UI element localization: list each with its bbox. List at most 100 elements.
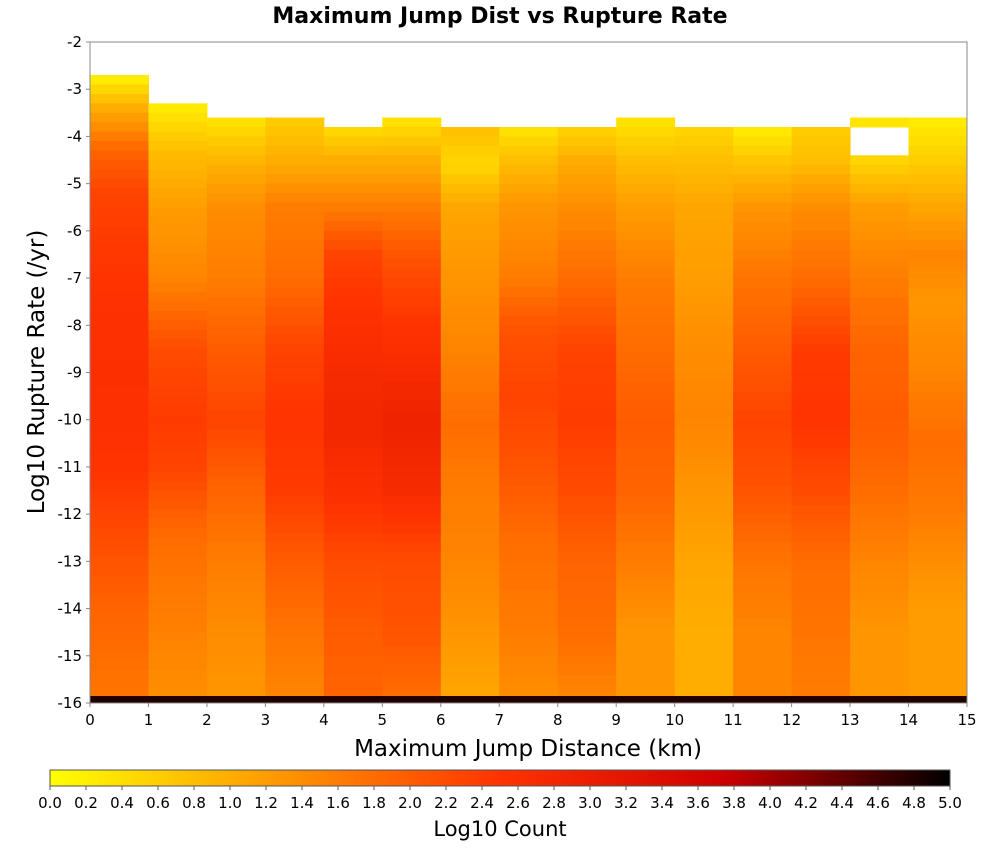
heatmap-cell [382,391,442,402]
x-tick-label: 15 [957,711,976,729]
heatmap-cell [791,410,851,421]
heatmap-cell [265,353,325,364]
heatmap-cell [206,608,266,619]
heatmap-cell [90,150,149,161]
colorbar-tick-label: 3.6 [686,794,710,812]
colorbar-tick-label: 0.6 [146,794,170,812]
heatmap-cell [206,126,266,137]
heatmap-cell [90,216,149,227]
heatmap-cell [148,443,208,454]
heatmap-cell [616,438,676,449]
heatmap-cell [90,131,149,142]
heatmap-cell [206,599,266,610]
heatmap-cell [791,259,851,270]
heatmap-cell [499,504,559,515]
heatmap-cell [616,334,676,345]
heatmap-cell [557,438,617,449]
heatmap-cell [90,84,149,95]
heatmap-cell [499,202,559,213]
y-tick-label: -4 [67,127,82,145]
heatmap-cell [323,551,383,562]
heatmap-cell [206,145,266,156]
heatmap-cell [90,386,149,397]
heatmap-cell [791,476,851,487]
heatmap-cell [908,646,968,657]
colorbar-tick-label: 1.0 [218,794,242,812]
heatmap-cell [148,669,208,680]
heatmap-cell [382,429,442,440]
heatmap-cell [791,221,851,232]
heatmap-cell [791,627,851,638]
heatmap-cell [148,547,208,558]
colorbar-tick-label: 3.2 [614,794,638,812]
heatmap-cell [674,570,734,581]
heatmap-cell [323,325,383,336]
heatmap-cell [908,240,968,251]
colorbar-tick-label: 0.4 [110,794,134,812]
heatmap-cell [908,296,968,307]
heatmap-cell [90,490,149,501]
heatmap-cell [791,183,851,194]
heatmap-cell [382,164,442,175]
heatmap-cell [733,381,793,392]
heatmap-cell [90,405,149,416]
heatmap-cell [148,386,208,397]
heatmap-cell [850,230,910,241]
heatmap-cell [616,665,676,676]
heatmap-cell [265,296,325,307]
heatmap-cell [908,117,968,128]
heatmap-cell [557,523,617,534]
heatmap-cell [382,476,442,487]
heatmap-cell [733,353,793,364]
heatmap-cell [616,674,676,685]
heatmap-cell [733,684,793,695]
heatmap-cell [557,684,617,695]
y-tick-label: -2 [67,33,82,51]
heatmap-cell [616,344,676,355]
heatmap-cell [908,589,968,600]
heatmap-cell [674,410,734,421]
heatmap-cell [265,665,325,676]
heatmap-cell [148,688,208,699]
heatmap-cell [616,457,676,468]
heatmap-cell [557,155,617,166]
heatmap-cell [733,363,793,373]
heatmap-cell [148,481,208,492]
heatmap-cell [323,570,383,581]
heatmap-cell [733,580,793,591]
heatmap-cell [674,183,734,194]
heatmap-cell [499,315,559,326]
heatmap-cell [850,391,910,402]
heatmap-cell [850,240,910,251]
heatmap-cell [850,618,910,628]
heatmap-cell [206,230,266,241]
heatmap-cell [616,183,676,194]
heatmap-cell [557,193,617,204]
heatmap-cell [616,353,676,364]
heatmap-cell [674,466,734,477]
heatmap-cell [499,580,559,591]
heatmap-cell [440,561,500,572]
heatmap-cell [148,377,208,388]
heatmap-cell [557,561,617,572]
heatmap-cell [908,193,968,204]
heatmap-cell [733,655,793,666]
heatmap-cell [90,122,149,133]
heatmap-cell [90,632,149,643]
heatmap-cell [440,240,500,251]
heatmap-cell [206,514,266,525]
heatmap-cell [148,141,208,152]
heatmap-cell [148,245,208,255]
heatmap-cell [791,174,851,185]
heatmap-cell [265,485,325,496]
heatmap-cell [908,183,968,194]
heatmap-cell [908,485,968,496]
heatmap-cell [499,325,559,336]
heatmap-cell [733,561,793,572]
heatmap-cell [265,315,325,326]
heatmap-cell [791,608,851,619]
y-tick-label: -5 [67,175,82,193]
heatmap-cell [265,570,325,581]
heatmap-cell [148,594,208,605]
